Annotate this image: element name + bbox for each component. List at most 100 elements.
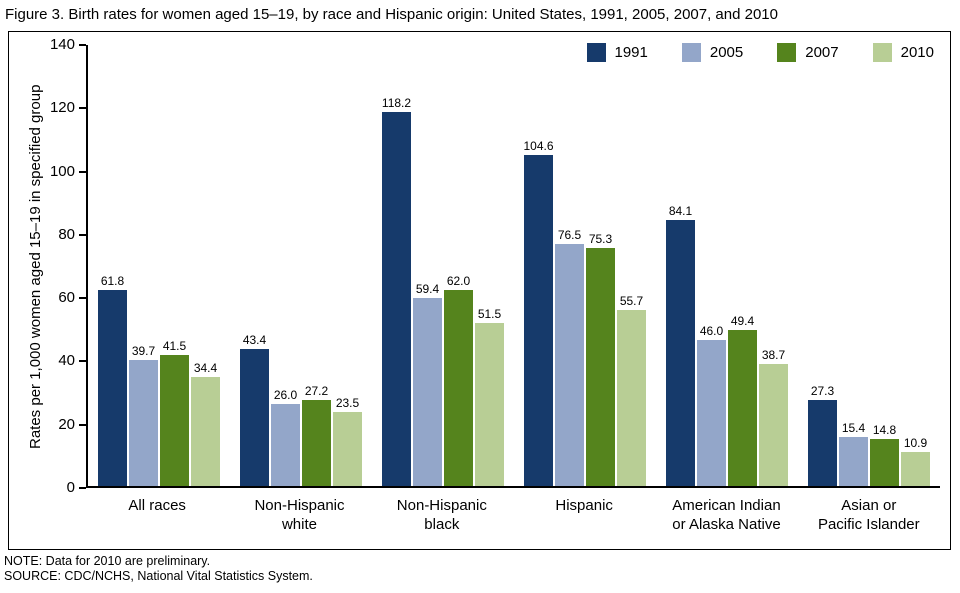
bar-group: 27.3 15.4 14.8 10.9: [798, 45, 940, 486]
bar-2007: 41.5: [160, 339, 189, 486]
x-axis-category-label-line: All races: [128, 497, 186, 514]
bar-value-label: 76.5: [557, 227, 582, 242]
bar-2007: 14.8: [870, 423, 899, 486]
x-axis-category-label: All races: [86, 496, 228, 534]
y-axis-tick: [79, 233, 86, 236]
bar-value-label: 84.1: [668, 203, 693, 218]
bar-2007: 75.3: [586, 232, 615, 486]
y-tick-label: 60: [58, 289, 75, 307]
bar-value-label: 26.0: [273, 387, 298, 402]
bar-value-label: 75.3: [588, 231, 613, 246]
source-line: SOURCE: CDC/NCHS, National Vital Statist…: [4, 569, 313, 583]
bar-2005: 76.5: [555, 228, 584, 486]
bar-2005: 46.0: [697, 324, 726, 486]
bar-value-label: 55.7: [619, 293, 644, 308]
bar-group: 61.8 39.7 41.5 34.4: [88, 45, 230, 486]
bar-value-label: 61.8: [100, 274, 125, 289]
legend-item: 2005: [681, 43, 744, 62]
x-axis-category-label-line: Asian or: [841, 497, 897, 514]
bar-2005: 59.4: [413, 282, 442, 486]
x-axis-category-label-line: Non-Hispanic: [254, 497, 345, 514]
legend-swatch: [777, 43, 797, 62]
bar-2007: 62.0: [444, 274, 473, 486]
y-tick-label: 40: [58, 352, 75, 370]
bar-value-label: 10.9: [903, 435, 928, 450]
bar-group: 43.4 26.0 27.2 23.5: [230, 45, 372, 486]
x-axis-category-label-line: white: [281, 516, 317, 533]
bar-1991: 84.1: [666, 204, 695, 486]
x-axis-category-label: Hispanic: [513, 496, 655, 534]
y-tick-label: 100: [49, 162, 75, 180]
bar-1991: 43.4: [240, 333, 269, 486]
bar-2005: 26.0: [271, 388, 300, 486]
bar-value-label: 51.5: [477, 307, 502, 321]
legend-item: 1991: [586, 43, 648, 62]
bar-value-label: 62.0: [446, 273, 471, 288]
bar-value-label: 27.2: [304, 383, 329, 398]
x-axis-category-label: Non-Hispanic white: [228, 496, 370, 534]
legend: 1991 2005 2007 2010: [586, 43, 934, 62]
x-axis-category-label-line: black: [424, 516, 460, 533]
bar-2010: 51.5: [475, 307, 504, 486]
y-tick-label: 80: [58, 225, 75, 243]
bar-value-label: 118.2: [381, 96, 412, 110]
figure-title: Figure 3. Birth rates for women aged 15–…: [5, 6, 778, 23]
legend-swatch: [586, 43, 606, 62]
note-line: NOTE: Data for 2010 are preliminary.: [4, 554, 211, 568]
bar-value-label: 59.4: [415, 282, 440, 296]
legend-item: 2007: [777, 43, 839, 62]
legend-item: 2010: [872, 43, 934, 62]
y-axis-tick: [79, 107, 86, 110]
bar-group: 104.6 76.5 75.3 55.7: [514, 45, 656, 486]
bar-group: 84.1 46.0 49.4 38.7: [656, 45, 798, 486]
legend-swatch: [872, 43, 892, 62]
bar-value-label: 14.8: [872, 423, 897, 438]
y-tick-label: 140: [49, 36, 75, 53]
y-tick-label: 120: [49, 99, 75, 117]
x-axis-category-label-line: Pacific Islander: [817, 516, 920, 533]
bar-value-label: 41.5: [162, 338, 187, 353]
bar-1991: 104.6: [523, 139, 554, 486]
bar-2005: 39.7: [129, 344, 158, 486]
legend-swatch: [681, 43, 701, 62]
y-tick-label: 0: [66, 479, 75, 496]
x-axis-category-label-line: Hispanic: [555, 497, 613, 514]
x-axis-category-label: American Indian or Alaska Native: [655, 496, 797, 534]
bar-value-label: 38.7: [761, 347, 786, 362]
bar-2010: 10.9: [901, 436, 930, 486]
x-axis-category-label-line: American Indian: [672, 497, 781, 514]
bar-group: 118.2 59.4 62.0 51.5: [372, 45, 514, 486]
bar-value-label: 34.4: [193, 361, 218, 376]
legend-label: 2010: [900, 44, 934, 61]
bar-2010: 23.5: [333, 396, 362, 486]
bar-1991: 27.3: [808, 384, 837, 486]
x-axis-category-label: Non-Hispanic black: [371, 496, 513, 534]
bar-2010: 34.4: [191, 361, 220, 486]
bar-value-label: 46.0: [699, 324, 724, 339]
bar-2010: 55.7: [617, 294, 646, 486]
bar-value-label: 49.4: [730, 313, 755, 328]
legend-label: 2007: [805, 44, 839, 61]
bar-value-label: 23.5: [335, 395, 360, 410]
legend-label: 1991: [614, 44, 648, 61]
x-axis-category-label-line: Non-Hispanic: [396, 497, 487, 514]
y-axis-tick: [79, 360, 86, 363]
footnotes: NOTE: Data for 2010 are preliminary. SOU…: [4, 554, 313, 584]
legend-label: 2005: [709, 44, 744, 61]
y-tick-label: 20: [58, 415, 75, 433]
bar-2005: 15.4: [839, 421, 868, 486]
bar-1991: 118.2: [382, 96, 411, 486]
bar-value-label: 15.4: [841, 421, 866, 436]
chart-frame: Rates per 1,000 women aged 15–19 in spec…: [8, 31, 951, 550]
bar-value-label: 39.7: [131, 344, 156, 359]
y-axis-tick: [79, 487, 86, 489]
bar-value-label: 27.3: [810, 383, 835, 398]
bar-2007: 49.4: [728, 314, 757, 486]
y-axis-tick: [79, 297, 86, 300]
bar-2010: 38.7: [759, 348, 788, 486]
x-axis-category-label-line: or Alaska Native: [672, 516, 781, 533]
y-axis-tick: [79, 44, 86, 46]
bar-value-label: 104.6: [523, 139, 554, 153]
bar-value-label: 43.4: [242, 332, 267, 347]
